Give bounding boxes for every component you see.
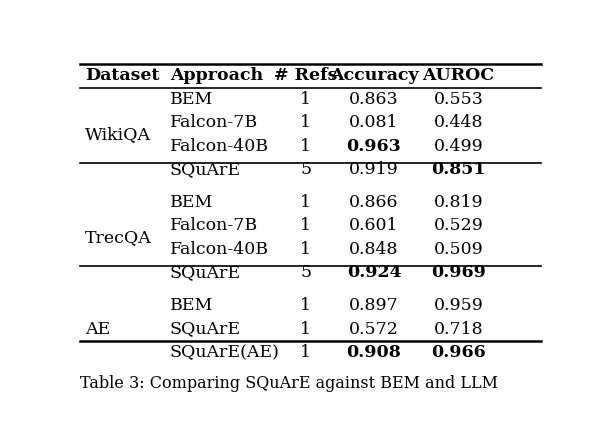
Text: BEM: BEM	[170, 297, 213, 314]
Text: 0.959: 0.959	[433, 297, 484, 314]
Text: 0.448: 0.448	[434, 114, 483, 131]
Text: 1: 1	[301, 114, 311, 131]
Text: 0.897: 0.897	[349, 297, 399, 314]
Text: 0.919: 0.919	[349, 161, 399, 178]
Text: 1: 1	[301, 91, 311, 108]
Text: 0.509: 0.509	[434, 241, 484, 258]
Text: 0.081: 0.081	[349, 114, 399, 131]
Text: BEM: BEM	[170, 91, 213, 108]
Text: 1: 1	[301, 217, 311, 234]
Text: 1: 1	[301, 241, 311, 258]
Text: Falcon-40B: Falcon-40B	[170, 241, 268, 258]
Text: AUROC: AUROC	[422, 67, 494, 84]
Text: 0.863: 0.863	[349, 91, 399, 108]
Text: SQuArE: SQuArE	[170, 264, 241, 281]
Text: 0.963: 0.963	[347, 138, 401, 155]
Text: 0.819: 0.819	[434, 194, 484, 211]
Text: Approach: Approach	[170, 67, 263, 84]
Text: 1: 1	[301, 138, 311, 155]
Text: 5: 5	[301, 161, 311, 178]
Text: 0.601: 0.601	[349, 217, 399, 234]
Text: SQuArE(AE): SQuArE(AE)	[170, 344, 279, 361]
Text: Accuracy: Accuracy	[330, 67, 418, 84]
Text: TrecQA: TrecQA	[85, 229, 152, 246]
Text: # Refs: # Refs	[274, 67, 338, 84]
Text: BEM: BEM	[170, 194, 213, 211]
Text: 5: 5	[301, 264, 311, 281]
Text: Dataset: Dataset	[85, 67, 159, 84]
Text: 0.718: 0.718	[434, 321, 484, 337]
Text: SQuArE: SQuArE	[170, 161, 241, 178]
Text: 0.866: 0.866	[349, 194, 399, 211]
Text: 0.529: 0.529	[433, 217, 484, 234]
Text: 0.908: 0.908	[347, 344, 401, 361]
Text: Falcon-40B: Falcon-40B	[170, 138, 268, 155]
Text: 0.553: 0.553	[433, 91, 484, 108]
Text: 0.499: 0.499	[434, 138, 484, 155]
Text: Falcon-7B: Falcon-7B	[170, 217, 258, 234]
Text: 0.848: 0.848	[349, 241, 399, 258]
Text: 1: 1	[301, 194, 311, 211]
Text: AE: AE	[85, 321, 110, 337]
Text: 0.924: 0.924	[347, 264, 401, 281]
Text: WikiQA: WikiQA	[85, 126, 151, 143]
Text: 0.969: 0.969	[431, 264, 486, 281]
Text: 1: 1	[301, 321, 311, 337]
Text: 0.851: 0.851	[431, 161, 486, 178]
Text: Table 3: Comparing SQuArE against BEM and LLM: Table 3: Comparing SQuArE against BEM an…	[81, 375, 499, 392]
Text: 1: 1	[301, 297, 311, 314]
Text: 1: 1	[301, 344, 311, 361]
Text: 0.966: 0.966	[431, 344, 486, 361]
Text: Falcon-7B: Falcon-7B	[170, 114, 258, 131]
Text: SQuArE: SQuArE	[170, 321, 241, 337]
Text: 0.572: 0.572	[349, 321, 399, 337]
